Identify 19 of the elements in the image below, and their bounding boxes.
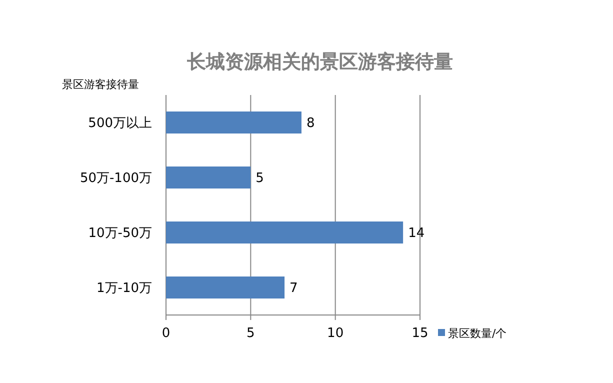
x-tick-label: 15 — [412, 326, 428, 341]
y-tick-label: 1万-10万 — [96, 281, 152, 296]
data-label: 5 — [256, 171, 264, 186]
legend-label: 景区数量/个 — [448, 326, 507, 340]
data-label: 7 — [290, 281, 298, 296]
bar — [166, 166, 251, 188]
x-tick-label: 0 — [162, 326, 170, 341]
y-tick-label: 50万-100万 — [80, 171, 152, 186]
y-axis-title: 景区游客接待量 — [62, 78, 139, 91]
bar — [166, 112, 302, 134]
x-tick-label: 10 — [327, 326, 344, 341]
data-label: 14 — [408, 226, 425, 242]
x-tick-label: 5 — [246, 326, 255, 341]
y-tick-label: 500万以上 — [88, 116, 152, 132]
bar — [166, 276, 285, 298]
y-tick-label: 10万-50万 — [88, 226, 152, 242]
chart-title: 长城资源相关的景区游客接待量 — [186, 51, 453, 73]
data-label: 8 — [306, 116, 315, 132]
bar — [166, 222, 404, 244]
